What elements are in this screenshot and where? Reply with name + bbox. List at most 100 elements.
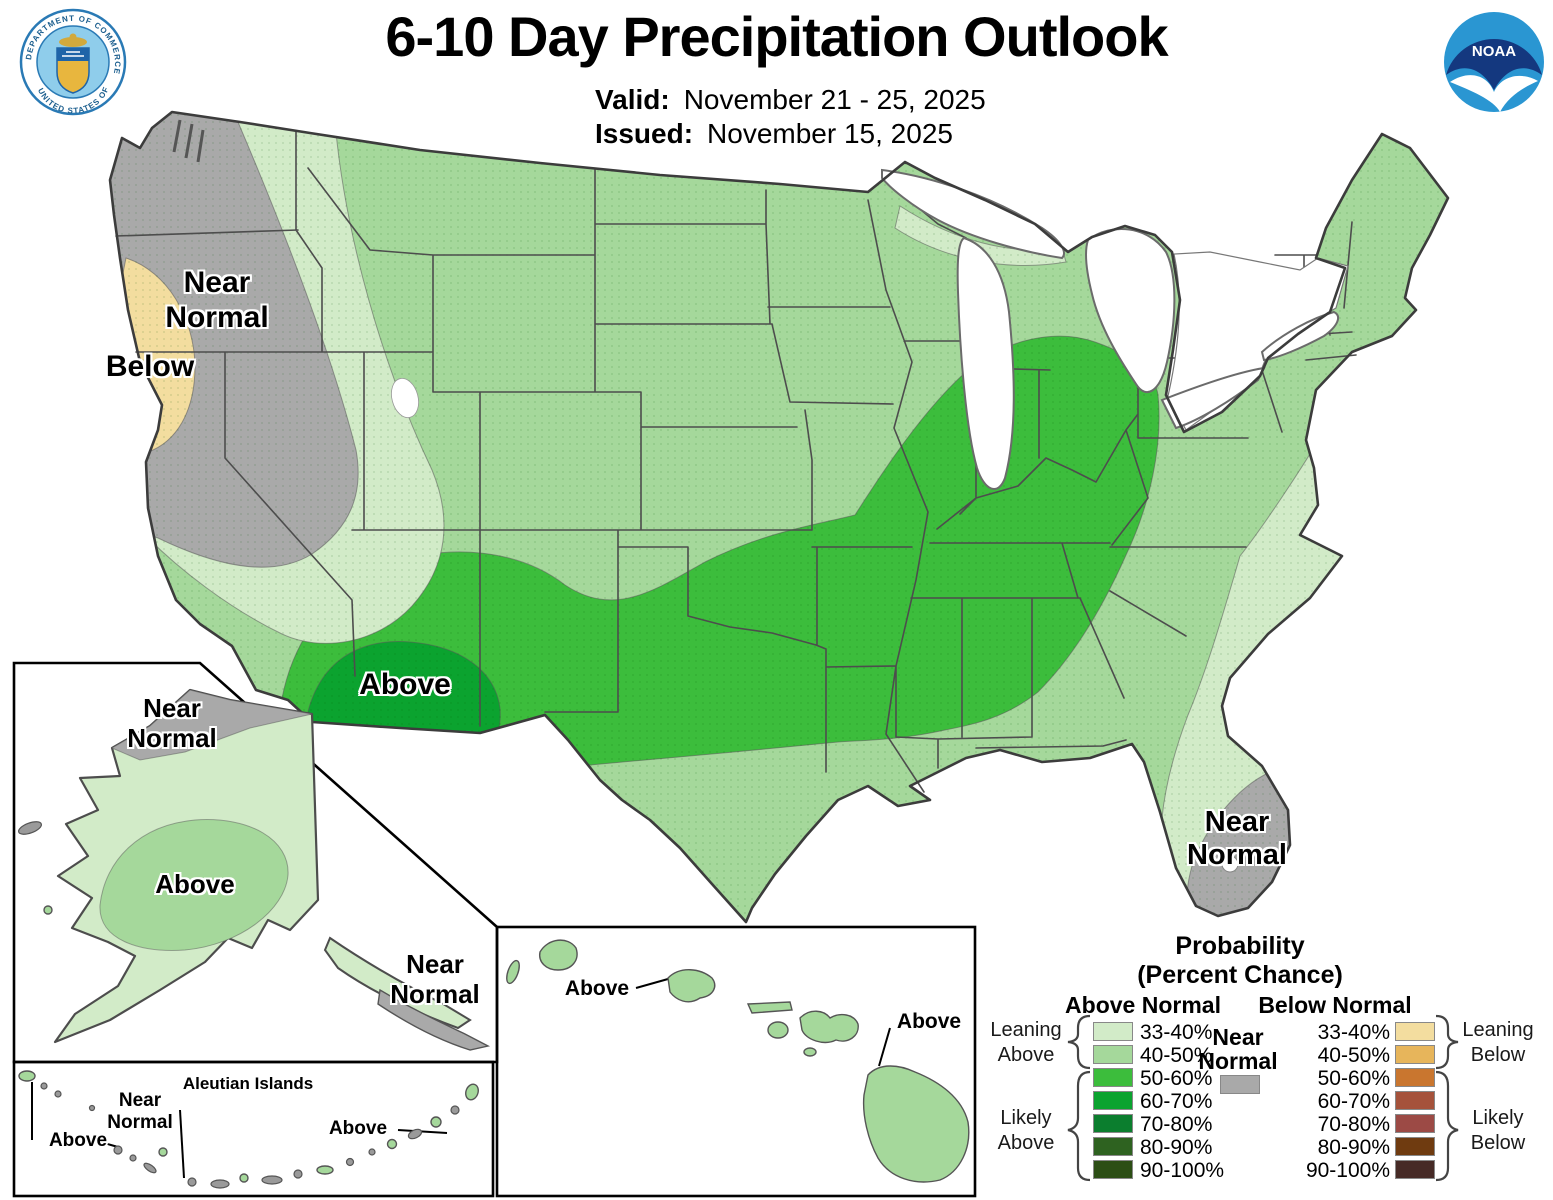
legend-swatch-above-4 <box>1093 1114 1133 1133</box>
brace-leaning-above <box>1067 1014 1091 1070</box>
legend-range-above-4: 70-80% <box>1140 1113 1213 1136</box>
legend-near-normal-line1: Near <box>1212 1024 1264 1050</box>
legend-range-above-5: 80-90% <box>1140 1136 1213 1159</box>
aleutian-island <box>158 1147 168 1157</box>
lake-okeechobee <box>1221 855 1239 873</box>
aleutian-island <box>113 1145 123 1155</box>
legend-title-line1: Probability <box>1175 932 1305 960</box>
hawaii-pointer-oahu <box>635 978 669 989</box>
legend-range-above-2: 50-60% <box>1140 1067 1213 1090</box>
label-line: Likely <box>1000 1107 1052 1129</box>
alaska-above-blob <box>99 819 289 951</box>
label-line: Normal <box>1187 839 1287 872</box>
label-aleutian-title: Aleutian Islands <box>182 1074 314 1093</box>
legend-group-leaning-below: Leaning Below <box>1448 1018 1548 1068</box>
hawaii-inset <box>506 939 970 1183</box>
page-title: 6-10 Day Precipitation Outlook <box>385 5 1168 68</box>
legend-range-above-6: 90-100% <box>1140 1159 1225 1182</box>
label-line: Below <box>1470 1132 1526 1154</box>
noaa-logo-text: NOAA <box>1472 43 1516 60</box>
legend-range-below-2: 50-60% <box>1317 1067 1390 1090</box>
issued-line: Issued: November 15, 2025 <box>595 118 953 150</box>
label-florida-near-normal: Near Normal <box>1137 806 1337 873</box>
brace-likely-above <box>1067 1070 1091 1182</box>
issued-value: November 15, 2025 <box>707 118 953 149</box>
aleutian-island <box>210 1179 230 1189</box>
legend-below-header: Below Normal <box>1258 992 1412 1018</box>
aleutian-island <box>368 1148 376 1156</box>
legend-swatch-below-3 <box>1395 1091 1435 1110</box>
aleutian-island <box>239 1173 249 1183</box>
label-line: Normal <box>165 300 269 334</box>
label-line: Near <box>118 1090 162 1111</box>
aleutian-island <box>407 1128 423 1140</box>
legend-swatch-above-3 <box>1093 1091 1133 1110</box>
label-pnw-near-normal: Near Normal <box>117 266 317 335</box>
legend-title-line2: (Percent Chance) <box>1137 961 1343 989</box>
legend-range-below-0: 33-40% <box>1317 1021 1390 1044</box>
legend-range-above-1: 40-50% <box>1140 1044 1213 1067</box>
label-line: Above <box>997 1132 1055 1154</box>
brace-likely-below <box>1435 1070 1459 1182</box>
great-salt-lake <box>391 377 419 419</box>
puget-sound-marks <box>172 119 205 163</box>
island-hawaii-big <box>862 1065 970 1183</box>
legend-swatch-below-6 <box>1395 1160 1435 1179</box>
legend-above-header: Above Normal <box>1065 992 1221 1018</box>
label-line: Leaning <box>990 1019 1062 1041</box>
label-southwest-above: Above <box>359 668 451 701</box>
aleutian-island <box>88 1104 96 1112</box>
island-niihau <box>506 959 520 985</box>
aleutian-island <box>261 1175 283 1185</box>
valid-line: Valid: November 21 - 25, 2025 <box>595 84 986 116</box>
legend-swatch-below-5 <box>1395 1137 1435 1156</box>
legend-range-above-0: 33-40% <box>1140 1021 1213 1044</box>
noaa-logo: NOAA <box>1444 12 1544 112</box>
island-kahoolawe <box>803 1047 817 1057</box>
aleutian-pointer-center <box>179 1109 185 1179</box>
aleutian-island <box>54 1090 62 1098</box>
label-aleutian-above-right: Above <box>328 1118 388 1139</box>
doc-eagle-head <box>69 33 77 41</box>
label-line: Normal <box>127 722 217 753</box>
alaska-north-gray <box>110 689 313 761</box>
label-aleutian-near-normal: Near Normal <box>60 1090 220 1134</box>
conus-outline <box>108 110 1450 924</box>
label-line: Above <box>997 1044 1055 1066</box>
doc-seal: DEPARTMENT OF COMMERCE UNITED STATES OF … <box>0 0 127 115</box>
aleutian-island <box>450 1105 460 1115</box>
island-molokai <box>746 1001 793 1014</box>
legend-range-above-3: 60-70% <box>1140 1090 1213 1113</box>
aleutian-island <box>143 1162 157 1174</box>
aleutian-island <box>386 1138 398 1150</box>
nunivak-island <box>43 905 53 915</box>
legend-swatch-below-4 <box>1395 1114 1435 1133</box>
island-maui <box>799 1010 859 1044</box>
legend-swatch-above-6 <box>1093 1160 1133 1179</box>
label-line: Normal <box>107 1111 173 1133</box>
issued-label: Issued: <box>595 118 694 149</box>
hawaii-inset-box <box>495 925 977 1198</box>
legend-swatch-below-1 <box>1395 1045 1435 1064</box>
label-aleutian-above-left: Above <box>48 1130 108 1151</box>
valid-label: Valid: <box>595 84 670 115</box>
aleutian-island <box>129 1154 137 1162</box>
aleutian-inset-box <box>12 1060 495 1198</box>
aleutian-island <box>187 1177 197 1187</box>
noaa-bird-icon <box>1450 75 1538 112</box>
label-hawaii-above-left: Above <box>564 977 630 1000</box>
aleutian-island <box>430 1116 442 1128</box>
legend-range-below-3: 60-70% <box>1317 1090 1390 1113</box>
legend-swatch-near-normal <box>1220 1075 1260 1094</box>
legend-group-likely-above: Likely Above <box>976 1106 1076 1156</box>
label-alaska-above: Above <box>155 869 235 899</box>
alaska-panhandle-green <box>323 936 472 1030</box>
doc-shield-chief <box>57 48 89 61</box>
aleutian-inset <box>18 1070 479 1189</box>
label-line: Near <box>406 949 464 979</box>
aleutian-island <box>345 1157 355 1167</box>
legend-swatch-above-1 <box>1093 1045 1133 1064</box>
legend-range-below-5: 80-90% <box>1317 1136 1390 1159</box>
legend-group-likely-below: Likely Below <box>1448 1106 1548 1156</box>
